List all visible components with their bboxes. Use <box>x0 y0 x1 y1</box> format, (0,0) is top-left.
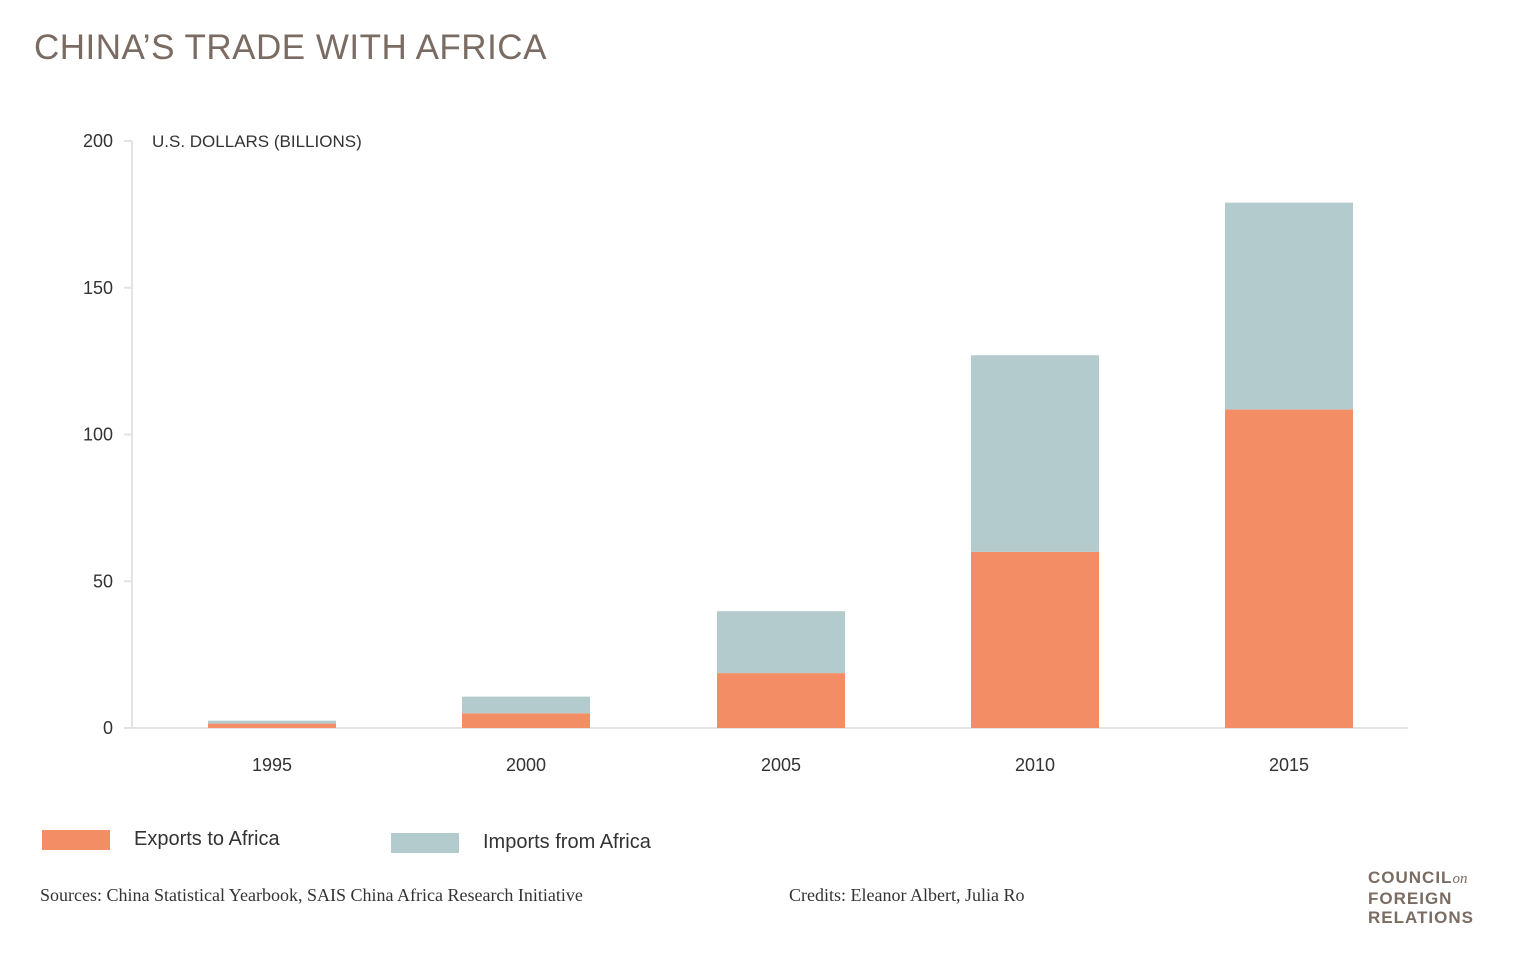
sources-note: Sources: China Statistical Yearbook, SAI… <box>40 885 583 905</box>
logo-line3: RELATIONS <box>1368 908 1474 927</box>
legend-item-imports: Imports from Africa <box>391 831 651 854</box>
chart-title: CHINA’S TRADE WITH AFRICA <box>34 28 547 67</box>
x-tick-label: 2015 <box>1269 755 1309 775</box>
imports-swatch <box>391 832 459 853</box>
exports-legend-label: Exports to Africa <box>134 828 280 850</box>
logo-line1: COUNCIL <box>1368 868 1453 887</box>
x-tick-label: 1995 <box>252 755 292 775</box>
y-axis-label: U.S. DOLLARS (BILLIONS) <box>152 132 362 151</box>
logo-line2: FOREIGN <box>1368 889 1453 908</box>
x-tick-label: 2000 <box>506 755 546 775</box>
bar-imports-2010 <box>971 355 1099 552</box>
bars <box>208 202 1353 728</box>
credits-note: Credits: Eleanor Albert, Julia Ro <box>789 885 1025 905</box>
bar-imports-1995 <box>208 720 336 724</box>
bar-imports-2005 <box>717 611 845 674</box>
exports-swatch <box>42 829 110 850</box>
x-tick-label: 2010 <box>1015 755 1055 775</box>
bar-exports-1995 <box>208 723 336 728</box>
bar-imports-2000 <box>462 696 590 714</box>
y-tick-label: 200 <box>83 131 113 151</box>
cfr-logo: COUNCILon FOREIGN RELATIONS <box>1368 868 1474 927</box>
bar-exports-2005 <box>717 673 845 728</box>
imports-legend-label: Imports from Africa <box>483 831 651 853</box>
x-tick-label: 2005 <box>761 755 801 775</box>
logo-line1-suffix: on <box>1452 871 1468 887</box>
legend-item-exports: Exports to Africa <box>42 828 280 851</box>
bar-exports-2010 <box>971 551 1099 728</box>
y-tick-label: 100 <box>83 425 113 445</box>
y-tick-label: 150 <box>83 278 113 298</box>
bar-imports-2015 <box>1225 202 1353 410</box>
y-tick-label: 50 <box>93 571 113 591</box>
tick-labels: 0 50 100 150 200 1995 2000 2005 2010 2015 <box>83 131 1309 775</box>
bar-exports-2015 <box>1225 409 1353 728</box>
bar-exports-2000 <box>462 713 590 728</box>
y-tick-label: 0 <box>103 718 113 738</box>
